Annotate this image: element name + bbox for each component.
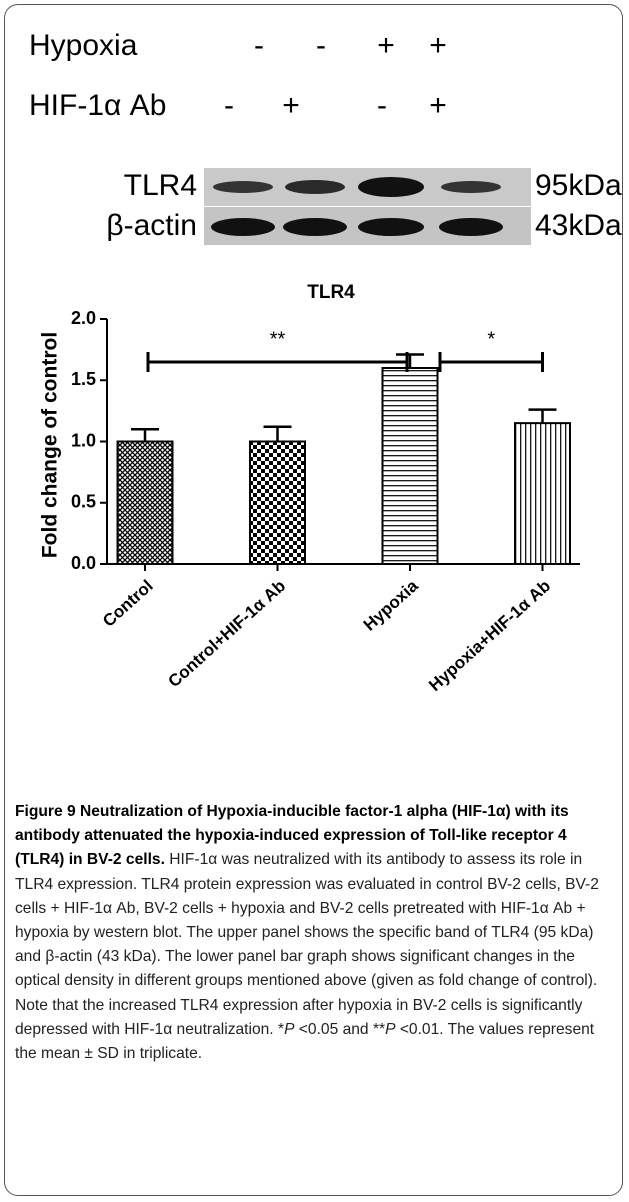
y-tick-label: 1.0	[71, 430, 96, 450]
chart-title: TLR4	[307, 282, 355, 303]
western-blot-image	[204, 168, 531, 245]
band	[439, 218, 503, 236]
band	[441, 181, 501, 193]
band-size: 43kDa	[535, 209, 622, 242]
band	[285, 180, 345, 194]
figure-panels: TLR4 Fold change of control Hypoxia--++H…	[5, 5, 623, 795]
band	[358, 218, 424, 236]
band	[211, 218, 275, 236]
condition-sign: +	[377, 29, 395, 62]
caption-text: HIF-1α was neutralized with its antibody…	[15, 851, 599, 1037]
y-tick-label: 0.0	[71, 553, 96, 573]
condition-sign: +	[282, 89, 300, 122]
error-bar	[529, 410, 557, 423]
caption: Figure 9 Neutralization of Hypoxia-induc…	[15, 800, 611, 1066]
significance-bracket	[440, 352, 543, 372]
figure: TLR4 Fold change of control Hypoxia--++H…	[4, 4, 623, 1196]
caption-text: <0.05 and **	[294, 1021, 385, 1038]
band-label: β-actin	[106, 209, 197, 242]
significance-label: **	[270, 328, 286, 350]
bar	[383, 368, 438, 564]
significance-bracket	[148, 352, 407, 372]
bar	[250, 442, 305, 565]
band	[213, 181, 273, 193]
condition-label: Hypoxia	[29, 29, 138, 62]
caption-label: Figure 9	[15, 803, 76, 820]
condition-sign: -	[224, 89, 234, 122]
caption-text: P	[385, 1021, 395, 1038]
band-size: 95kDa	[535, 169, 622, 202]
band	[283, 218, 347, 236]
error-bar	[131, 429, 159, 441]
y-tick-label: 1.5	[71, 369, 96, 389]
bar	[118, 442, 173, 565]
band	[358, 177, 424, 197]
condition-sign: +	[429, 29, 447, 62]
condition-sign: +	[429, 89, 447, 122]
bar	[515, 423, 570, 564]
caption-text: P	[284, 1021, 294, 1038]
x-tick-label: Control	[99, 576, 157, 631]
y-axis-label: Fold change of control	[39, 332, 62, 558]
error-bar	[264, 427, 292, 442]
condition-sign: -	[254, 29, 264, 62]
significance-label: *	[487, 328, 495, 350]
y-tick-label: 2.0	[71, 308, 96, 328]
condition-sign: -	[377, 89, 387, 122]
x-tick-label: Control+HIF-1α Ab	[164, 576, 289, 691]
x-tick-label: Hypoxia	[360, 576, 422, 635]
condition-sign: -	[316, 29, 326, 62]
condition-label: HIF-1α Ab	[29, 89, 166, 122]
y-tick-label: 0.5	[71, 492, 96, 512]
x-tick-label: Hypoxia+HIF-1α Ab	[425, 576, 554, 695]
band-label: TLR4	[124, 169, 197, 202]
